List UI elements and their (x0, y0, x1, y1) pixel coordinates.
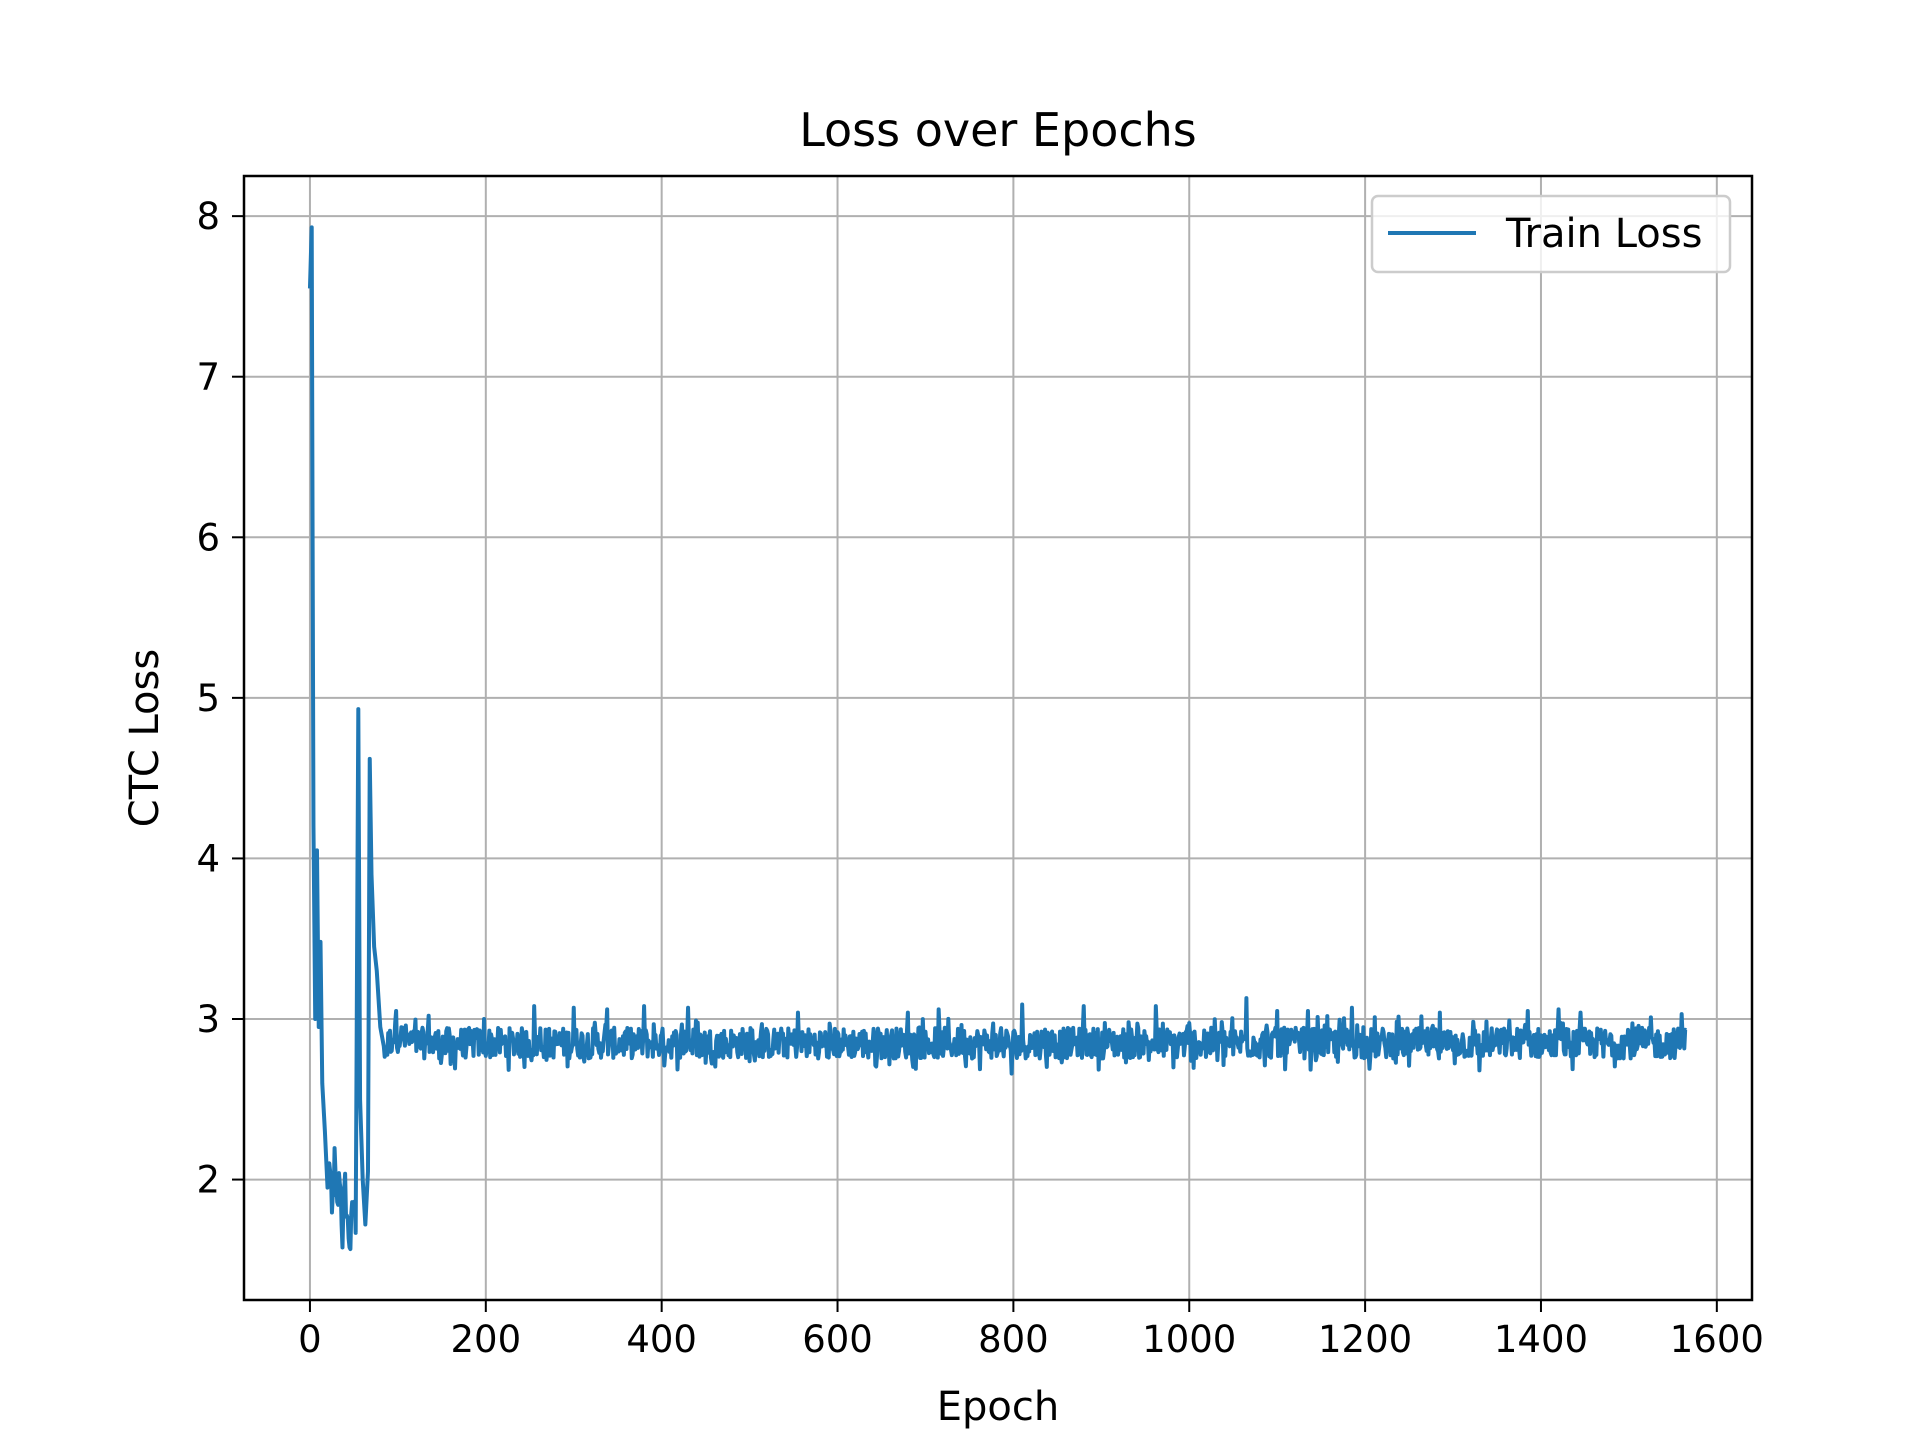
y-tick-label: 5 (196, 677, 220, 720)
x-tick-label: 600 (802, 1318, 873, 1361)
x-axis-label: Epoch (937, 1384, 1059, 1430)
y-tick-label: 8 (196, 195, 220, 238)
x-tick-label: 200 (450, 1318, 521, 1361)
legend-label-train-loss: Train Loss (1505, 211, 1702, 257)
y-tick-label: 3 (196, 998, 220, 1041)
legend-box (1370, 194, 1732, 274)
grid (244, 176, 1752, 1300)
y-axis-label: CTC Loss (122, 649, 168, 827)
x-tick-label: 1200 (1318, 1318, 1412, 1361)
chart-title: Loss over Epochs (799, 103, 1197, 157)
ticks: 0 200 400 600 800 1000 1200 1400 1600 2 3 4 5 6 7 8 (196, 195, 1763, 1361)
y-tick-label: 7 (196, 356, 220, 399)
train-loss-line (307, 225, 1688, 1252)
x-tick-label: 0 (298, 1318, 322, 1361)
x-tick-label: 400 (626, 1318, 697, 1361)
y-tick-label: 2 (196, 1159, 220, 1202)
series-layer (307, 225, 1688, 1252)
plot-frame (242, 174, 1754, 1302)
y-tick-label: 6 (196, 516, 220, 559)
x-tick-label: 1000 (1142, 1318, 1236, 1361)
x-tick-label: 800 (978, 1318, 1049, 1361)
x-tick-label: 1400 (1494, 1318, 1588, 1361)
y-tick-label: 4 (196, 837, 220, 880)
legend: Train Loss (1370, 194, 1732, 274)
x-tick-label: 1600 (1670, 1318, 1764, 1361)
